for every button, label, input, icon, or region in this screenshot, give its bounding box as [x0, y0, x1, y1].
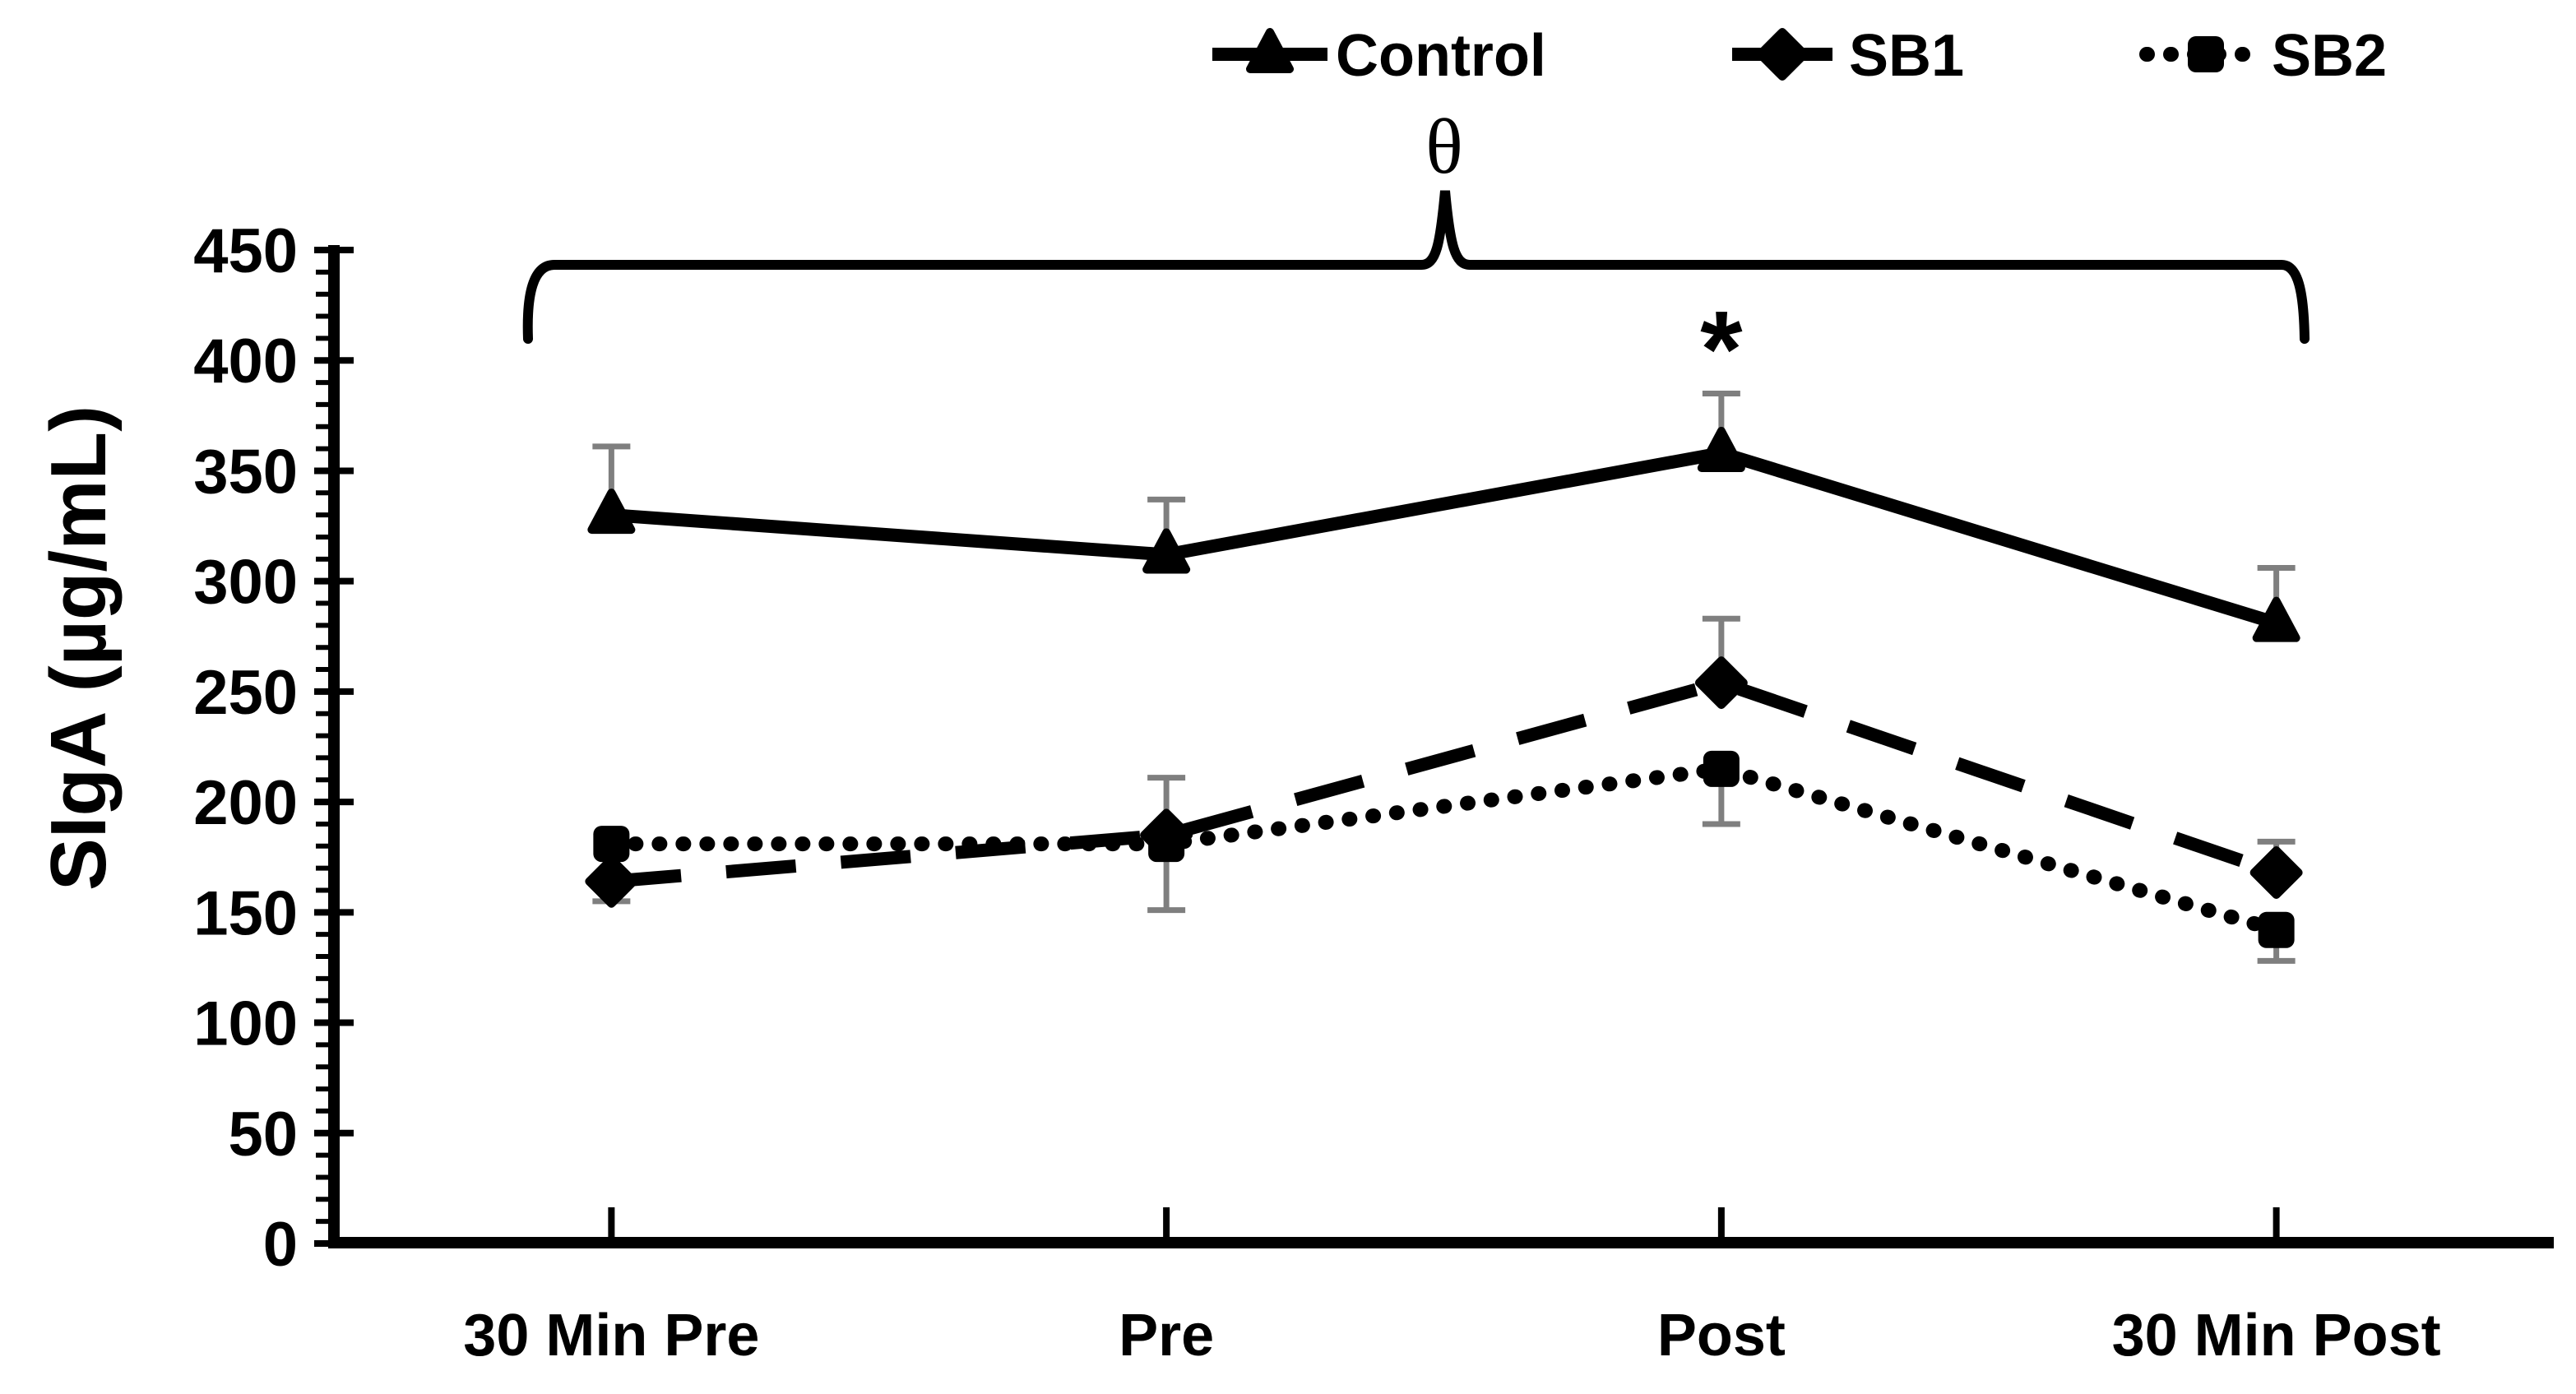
y-tick-label: 250	[193, 658, 298, 728]
series-markers	[585, 426, 2303, 948]
sb1-marker-post	[1694, 656, 1748, 710]
sb2-marker-pre	[1148, 826, 1185, 863]
error-bars	[592, 390, 2296, 964]
significance-bracket	[522, 190, 2310, 344]
annotations: θ*	[522, 103, 2310, 410]
legend-item-sb2: SB2	[2139, 23, 2387, 89]
legend-item-sb1: SB1	[1732, 23, 1964, 89]
y-tick-label: 350	[193, 437, 298, 507]
legend-marker-sb2	[2188, 36, 2224, 72]
series-line-sb1	[610, 675, 2279, 888]
legend: Control SB1 SB2	[1212, 23, 2387, 89]
series-line-control	[610, 446, 2278, 630]
y-tick-label: 100	[193, 989, 298, 1059]
legend-label-sb1: SB1	[1849, 23, 1964, 89]
y-tick-label: 200	[193, 768, 298, 838]
axis-ticks	[314, 247, 2280, 1247]
legend-item-control: Control	[1212, 23, 1546, 89]
y-tick-label: 0	[263, 1210, 298, 1280]
control-marker-post	[1697, 426, 1745, 472]
series-line-sb2	[604, 761, 2284, 938]
x-tick-label: Post	[1657, 1303, 1786, 1369]
y-tick-label: 450	[193, 216, 298, 286]
control-marker-pre	[1142, 528, 1191, 574]
axes	[328, 245, 2554, 1248]
legend-label-sb2: SB2	[2272, 23, 2387, 89]
y-axis-title: SIgA (µg/mL)	[35, 405, 123, 891]
asterisk-annotation: *	[1700, 289, 1743, 410]
x-tick-label: 30 Min Post	[2112, 1303, 2441, 1369]
y-tick-label: 300	[193, 548, 298, 618]
x-tick-label: Pre	[1119, 1303, 1214, 1369]
sb1-marker-30-min-pre	[585, 854, 638, 908]
legend-marker-control	[1246, 28, 1294, 73]
x-tick-label: 30 Min Pre	[463, 1303, 759, 1369]
y-tick-label: 400	[193, 327, 298, 396]
y-tick-label: 150	[193, 878, 298, 948]
series-lines	[604, 446, 2284, 938]
control-marker-30-min-pre	[587, 489, 636, 535]
sb2-marker-post	[1703, 750, 1740, 787]
axis-tick-labels: 0 50 100 150 200 250 300 350 400 450 30 Min Pre Pre…	[193, 216, 2441, 1369]
control-marker-30-min-post	[2252, 596, 2300, 642]
sb1-marker-30-min-post	[2249, 846, 2303, 900]
legend-marker-sb1	[1756, 28, 1809, 81]
legend-label-control: Control	[1336, 23, 1546, 89]
sb2-marker-30-min-post	[2258, 911, 2295, 948]
sb2-marker-30-min-pre	[593, 826, 630, 863]
theta-annotation: θ	[1425, 103, 1463, 190]
y-tick-label: 50	[228, 1100, 298, 1169]
